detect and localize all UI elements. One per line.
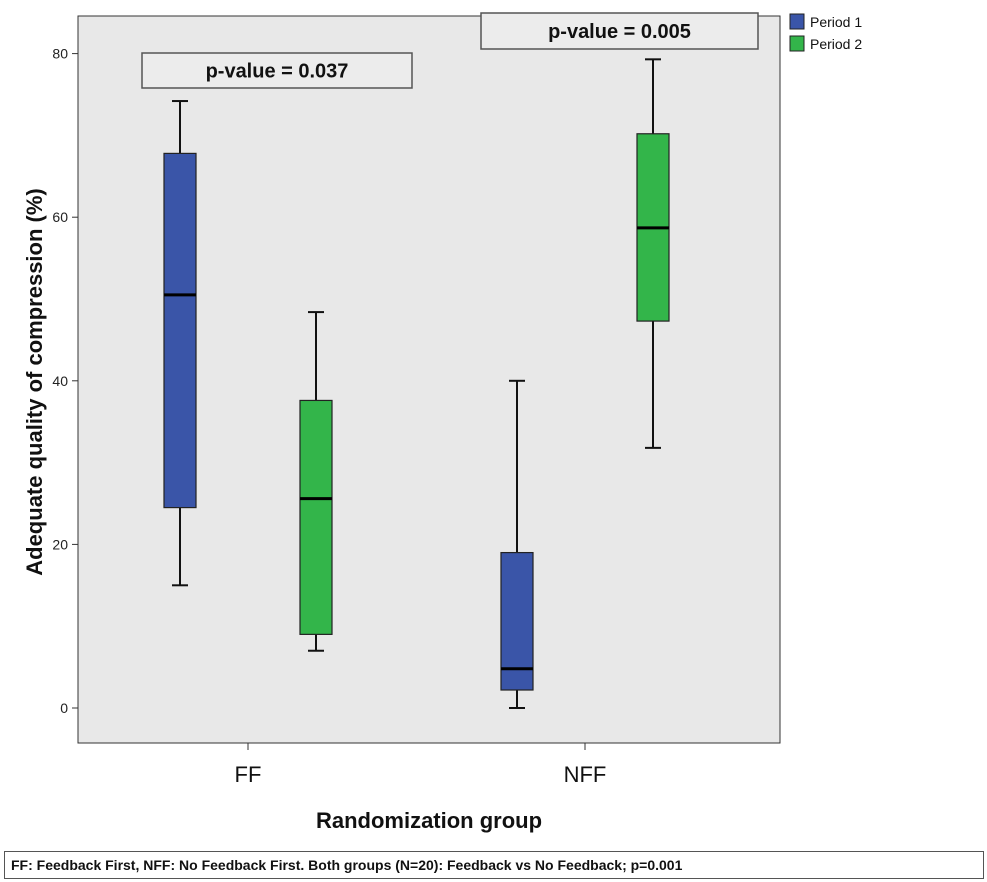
iqr-box (299, 399, 333, 635)
p-value-annotations: p-value = 0.037 p-value = 0.005 (141, 12, 759, 89)
legend: Period 1 Period 2 (789, 13, 862, 52)
y-tick-label: 60 (52, 209, 68, 225)
p-value-box-ff: p-value = 0.037 (141, 52, 413, 89)
y-tick-label: 40 (52, 373, 68, 389)
iqr-box (163, 152, 197, 509)
box-period-2-ff (299, 311, 333, 652)
y-tick-label: 0 (60, 700, 68, 716)
x-tick-label: FF (235, 762, 262, 787)
legend-swatch (789, 13, 805, 30)
x-tick-label: NFF (564, 762, 607, 787)
boxes-layer (163, 58, 670, 709)
p-value-label: p-value = 0.037 (206, 61, 349, 83)
p-value-box-nff: p-value = 0.005 (480, 12, 759, 50)
box-period-2-nff (636, 58, 670, 449)
y-axis-title: Adequate quality of compression (%) (22, 188, 47, 576)
x-axis-title: Randomization group (316, 808, 542, 833)
y-axis: 0 20 40 60 80 (52, 46, 78, 716)
p-value-frame (141, 52, 413, 89)
legend-label: Period 1 (810, 14, 862, 30)
legend-label: Period 2 (810, 36, 862, 52)
box-period-1-nff (500, 379, 534, 709)
p-value-frame (480, 12, 759, 50)
legend-swatch (789, 35, 805, 52)
p-value-label: p-value = 0.005 (548, 21, 691, 43)
x-axis: FF NFF (235, 743, 607, 787)
y-tick-label: 20 (52, 536, 68, 552)
box-period-1-ff (163, 100, 197, 587)
footnote: FF: Feedback First, NFF: No Feedback Fir… (4, 851, 984, 879)
y-tick-label: 80 (52, 46, 68, 62)
iqr-box (500, 551, 534, 691)
